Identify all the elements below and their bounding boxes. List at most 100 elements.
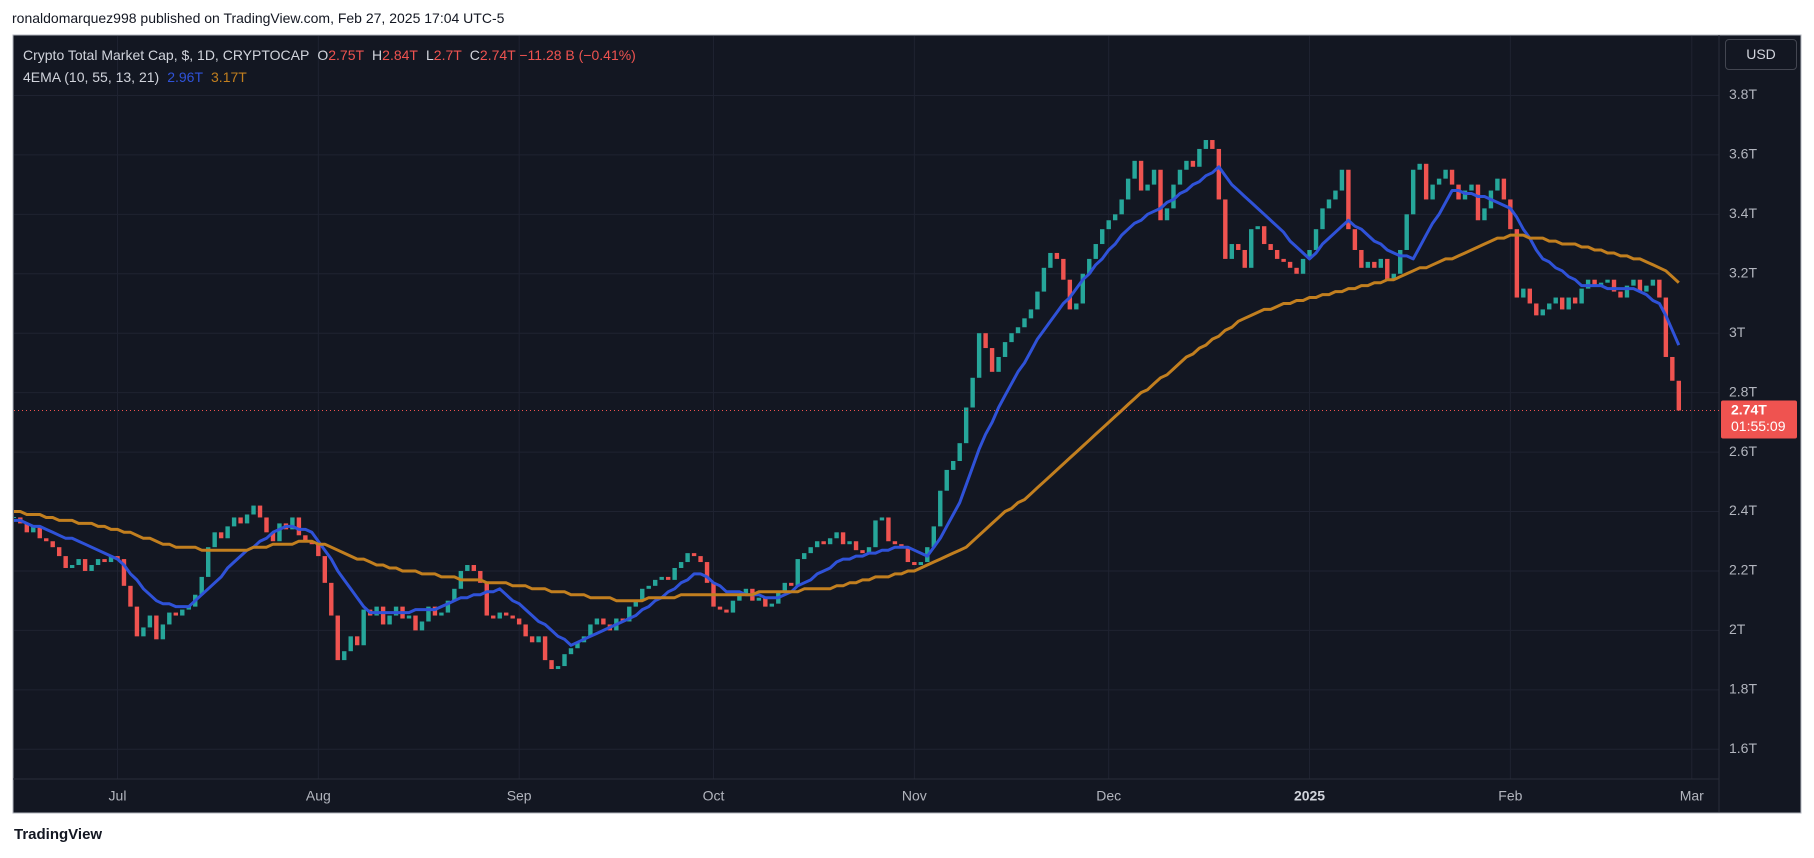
candle — [996, 356, 1001, 372]
publish-header: ronaldomarquez998 published on TradingVi… — [12, 10, 505, 26]
candle — [1423, 163, 1429, 200]
candle — [665, 576, 671, 580]
candle — [983, 333, 988, 349]
candle — [1637, 279, 1643, 292]
y-tick-label: 1.6T — [1729, 740, 1757, 756]
countdown-label: 01:55:09 — [1731, 418, 1786, 434]
candle — [503, 612, 509, 616]
candle — [1553, 297, 1558, 304]
candle — [653, 579, 658, 586]
candle — [199, 576, 204, 595]
candle — [1203, 140, 1209, 149]
candle — [374, 606, 379, 616]
candle — [1287, 261, 1293, 268]
candle — [944, 469, 949, 491]
candle — [56, 547, 62, 557]
currency-button[interactable]: USD — [1725, 39, 1797, 70]
candle — [1268, 244, 1273, 250]
candle — [685, 553, 690, 563]
candle — [892, 541, 898, 545]
candle — [769, 603, 775, 607]
candle — [296, 517, 302, 536]
indicator-values: 2.96T 3.17T — [159, 69, 247, 85]
candle — [484, 582, 489, 616]
candle — [186, 606, 191, 610]
candle — [866, 547, 872, 554]
candle — [1061, 258, 1066, 280]
candle — [69, 565, 75, 568]
candle — [1372, 261, 1377, 268]
x-tick-label: 2025 — [1294, 788, 1325, 804]
candle — [633, 600, 638, 607]
candle — [180, 609, 185, 616]
candle — [575, 642, 580, 649]
candle — [108, 556, 114, 563]
ohlc-value: 2.74T — [479, 47, 516, 63]
candle — [1670, 356, 1675, 381]
ohlc-key: L — [425, 47, 434, 63]
candle — [691, 553, 697, 557]
candle — [1255, 226, 1260, 230]
candle — [1119, 199, 1124, 215]
indicator-name: 4EMA (10, 55, 13, 21) — [23, 69, 160, 85]
candle — [1410, 169, 1416, 215]
candle — [76, 559, 81, 566]
candle — [918, 562, 924, 566]
candle — [646, 585, 651, 589]
candle — [795, 559, 800, 586]
y-tick-label: 2T — [1729, 621, 1746, 637]
ohlc: O2.75T H2.84T L2.7T C2.74T — [309, 47, 515, 63]
ohlc-key: C — [469, 47, 480, 63]
candle — [698, 556, 703, 563]
candle — [471, 565, 477, 571]
candle — [976, 333, 982, 378]
candle — [264, 517, 269, 533]
x-tick-label: Sep — [507, 788, 532, 804]
candle — [1320, 208, 1325, 230]
candle — [847, 541, 852, 545]
candle — [322, 556, 328, 583]
candle — [737, 594, 742, 601]
candle — [1274, 249, 1280, 259]
candle — [24, 523, 29, 533]
candle — [970, 377, 975, 408]
y-tick-label: 2.2T — [1729, 562, 1757, 578]
candle — [1300, 258, 1306, 274]
candle — [335, 615, 340, 661]
candle — [354, 636, 360, 646]
candle — [290, 517, 295, 530]
x-tick-label: Dec — [1096, 788, 1121, 804]
candle — [1112, 214, 1118, 221]
candle — [1184, 160, 1189, 170]
candle — [1495, 178, 1500, 191]
candle — [594, 618, 600, 625]
candle — [244, 514, 250, 524]
candle — [205, 547, 211, 577]
candle — [1100, 229, 1105, 245]
candle — [912, 562, 917, 566]
candle — [672, 567, 677, 580]
y-tick-label: 1.8T — [1729, 681, 1757, 697]
candle — [225, 526, 230, 539]
candle — [1067, 279, 1073, 310]
candle — [963, 407, 969, 444]
candle — [387, 615, 392, 625]
candle — [659, 576, 664, 580]
candle — [452, 588, 457, 601]
candle — [167, 612, 172, 625]
candle — [128, 585, 133, 607]
candle — [50, 541, 55, 548]
candle — [1469, 184, 1474, 191]
candle — [238, 517, 243, 524]
candle — [277, 523, 282, 542]
candle — [1028, 309, 1034, 319]
candle — [270, 532, 276, 542]
y-tick-label: 3T — [1729, 324, 1746, 340]
indicator-value: 2.96T — [167, 69, 204, 85]
candle — [1559, 297, 1565, 310]
candle — [1041, 267, 1047, 292]
candle — [1242, 249, 1247, 268]
plot — [14, 140, 1682, 670]
candle — [329, 582, 334, 616]
y-tick-label: 2.8T — [1729, 383, 1757, 399]
